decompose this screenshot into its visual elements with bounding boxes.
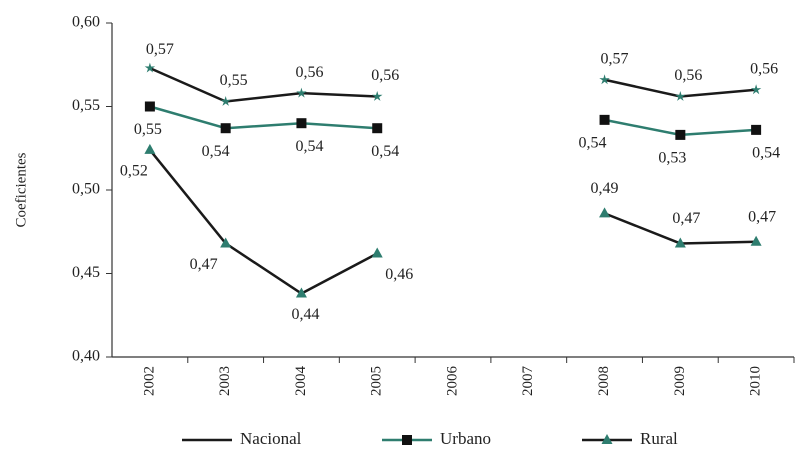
data-label: 0,47 xyxy=(672,210,700,227)
data-label: 0,57 xyxy=(146,41,174,58)
data-label: 0,53 xyxy=(658,150,686,167)
point-marker xyxy=(220,237,232,248)
data-label: 0,57 xyxy=(601,50,629,67)
data-label: 0,56 xyxy=(750,60,778,77)
point-marker xyxy=(599,74,610,85)
x-tick-label: 2006 xyxy=(444,366,460,397)
legend-label: Rural xyxy=(640,429,678,448)
point-marker xyxy=(144,62,156,73)
data-label: 0,55 xyxy=(220,72,248,89)
data-label: 0,49 xyxy=(591,180,619,197)
data-label: 0,56 xyxy=(674,67,702,84)
point-marker xyxy=(750,84,762,95)
point-marker xyxy=(295,287,307,298)
data-label: 0,47 xyxy=(748,208,776,225)
y-tick-label: 0,50 xyxy=(72,181,100,198)
point-marker xyxy=(220,123,231,134)
x-tick-label: 2008 xyxy=(596,366,612,396)
data-label: 0,44 xyxy=(291,306,319,323)
legend-marker xyxy=(601,434,613,444)
point-marker xyxy=(675,129,686,140)
point-marker xyxy=(599,114,610,125)
data-label: 0,54 xyxy=(579,135,607,152)
legend-label: Urbano xyxy=(440,429,491,448)
point-marker xyxy=(220,96,231,106)
series-line xyxy=(148,149,757,295)
point-marker xyxy=(751,124,762,135)
point-marker xyxy=(371,247,383,258)
point-marker xyxy=(296,118,307,129)
x-tick-label: 2002 xyxy=(141,366,157,396)
x-tick-label: 2004 xyxy=(293,366,309,397)
legend-marker xyxy=(402,435,412,445)
y-tick-label: 0,40 xyxy=(72,348,100,365)
data-label: 0,56 xyxy=(295,64,323,81)
data-label: 0,54 xyxy=(202,143,230,160)
data-label: 0,54 xyxy=(295,138,323,155)
data-label: 0,46 xyxy=(385,266,413,283)
point-marker xyxy=(144,101,155,112)
point-marker xyxy=(372,123,383,134)
point-marker xyxy=(750,235,762,246)
series-line xyxy=(149,105,757,137)
x-tick-label: 2010 xyxy=(748,366,764,396)
y-tick-label: 0,60 xyxy=(72,14,100,31)
point-marker xyxy=(599,207,611,218)
data-label: 0,47 xyxy=(190,256,218,273)
x-tick-label: 2007 xyxy=(520,366,536,397)
x-tick-label: 2003 xyxy=(217,366,233,396)
data-label: 0,54 xyxy=(371,143,399,160)
data-label: 0,56 xyxy=(371,67,399,84)
x-tick-label: 2009 xyxy=(672,366,688,396)
point-marker xyxy=(372,91,383,101)
point-marker xyxy=(675,91,686,101)
y-axis-label: Coeficientes xyxy=(13,152,29,227)
legend-label: Nacional xyxy=(240,429,302,448)
data-label: 0,54 xyxy=(752,145,780,162)
y-tick-label: 0,55 xyxy=(72,97,100,114)
point-marker xyxy=(674,237,686,248)
data-label: 0,55 xyxy=(134,121,162,138)
data-label: 0,52 xyxy=(120,163,148,180)
y-tick-label: 0,45 xyxy=(72,264,100,281)
x-tick-label: 2005 xyxy=(369,366,385,396)
point-marker xyxy=(296,87,307,98)
point-marker xyxy=(144,143,156,154)
